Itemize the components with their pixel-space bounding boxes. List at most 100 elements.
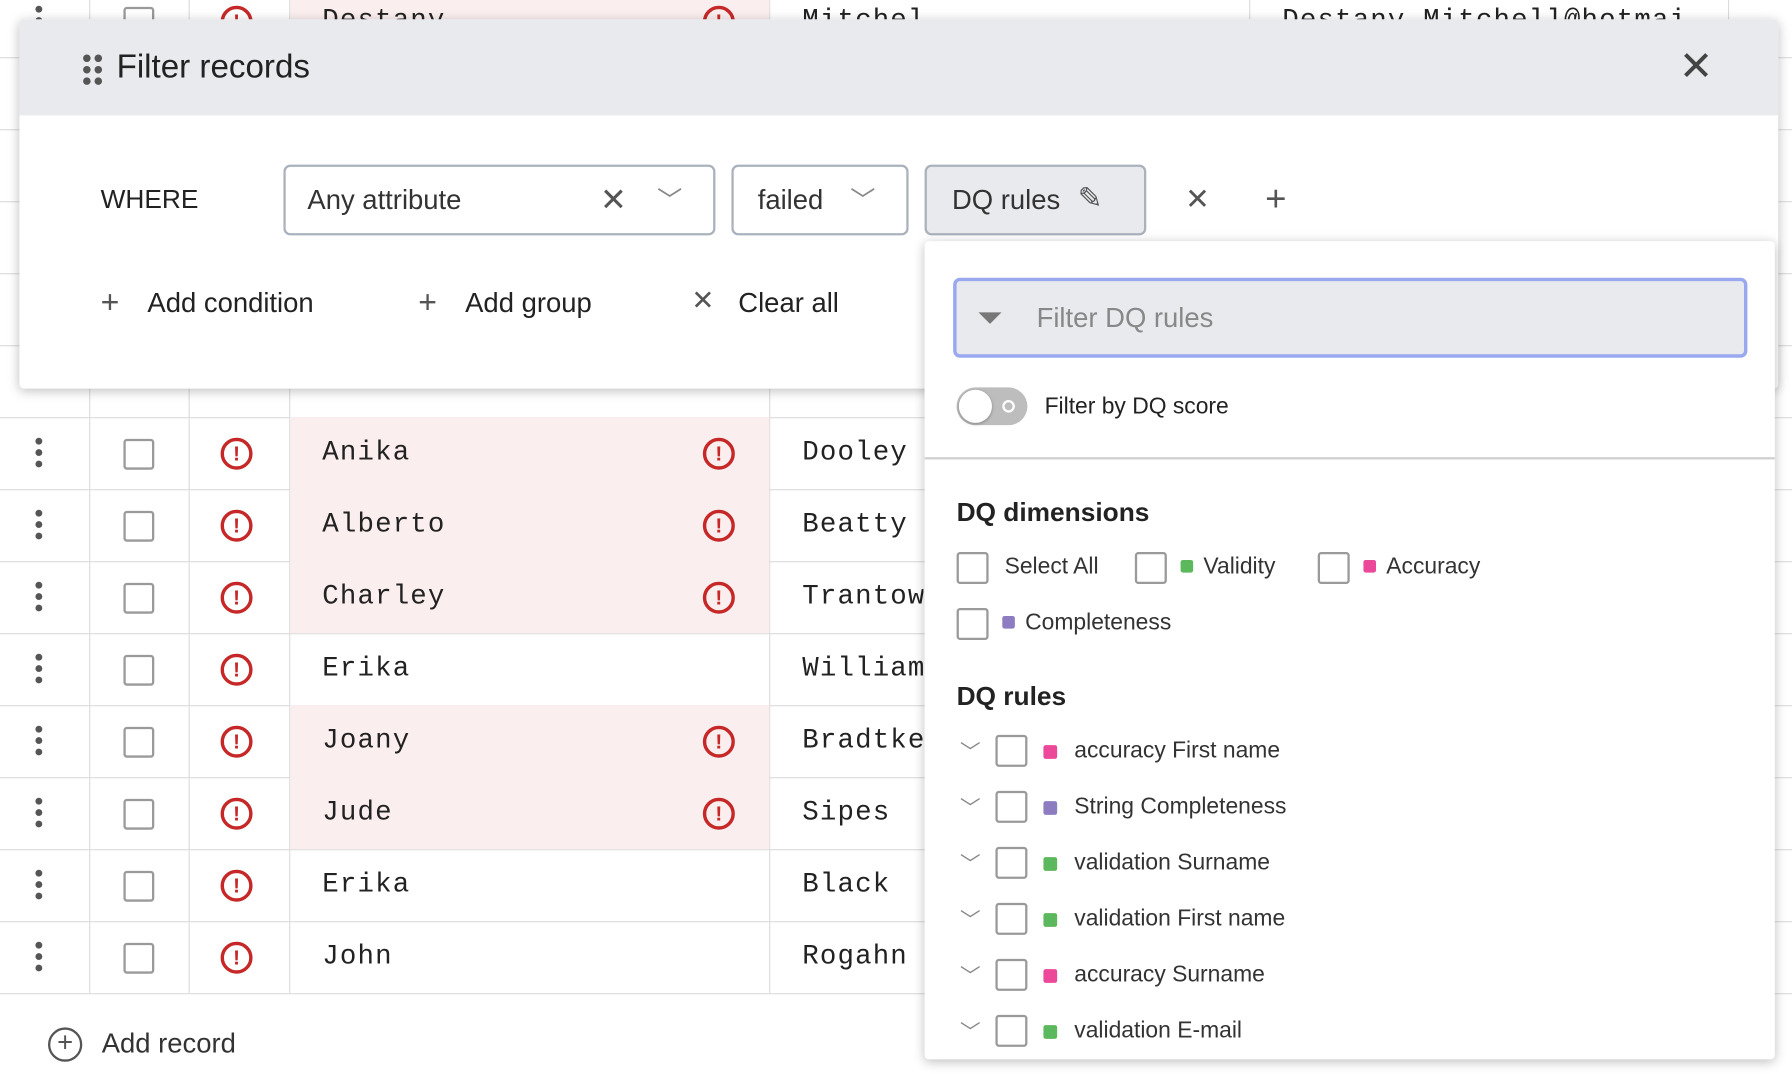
row-checkbox[interactable] <box>123 582 154 613</box>
value-text: DQ rules <box>952 185 1060 217</box>
divider <box>925 457 1775 459</box>
last-name: Dooley <box>802 437 923 468</box>
cell-error-icon: ! <box>703 725 735 757</box>
last-name: Beatty <box>802 509 923 540</box>
color-swatch <box>1043 745 1057 759</box>
action-icon[interactable]: + <box>101 285 120 322</box>
rule-label[interactable]: String Completeness <box>1074 794 1286 820</box>
rule-label[interactable]: accuracy Surname <box>1074 962 1265 988</box>
last-name: Sipes <box>802 797 923 828</box>
dimension-checkbox[interactable] <box>957 552 989 584</box>
add-icon[interactable]: + <box>48 1027 82 1061</box>
color-swatch <box>1043 857 1057 871</box>
dimension-checkbox[interactable] <box>1135 552 1167 584</box>
cell-error-icon: ! <box>703 581 735 613</box>
row-menu[interactable] <box>35 797 42 831</box>
operator-value: failed <box>758 185 824 217</box>
row-menu[interactable] <box>35 581 42 615</box>
rule-label[interactable]: validation First name <box>1074 906 1285 932</box>
row-menu[interactable] <box>35 437 42 471</box>
add-inline[interactable]: + <box>1265 177 1286 219</box>
row-checkbox[interactable] <box>123 438 154 469</box>
dimension-checkbox[interactable] <box>1318 552 1350 584</box>
rule-checkbox[interactable] <box>995 847 1027 879</box>
close-button[interactable]: ✕ <box>1679 42 1713 90</box>
action-button[interactable]: Add group <box>465 288 592 320</box>
row-error-icon: ! <box>221 941 253 973</box>
last-name: Trantow <box>802 581 923 612</box>
row-checkbox[interactable] <box>123 870 154 901</box>
edit-icon: ✎ <box>1078 181 1103 216</box>
row-checkbox[interactable] <box>123 942 154 973</box>
last-name: Rogahn <box>802 941 923 972</box>
clear-icon[interactable]: ✕ <box>600 181 627 219</box>
row-error-icon: ! <box>221 797 253 829</box>
action-icon[interactable]: ✕ <box>691 285 714 318</box>
rule-checkbox[interactable] <box>995 735 1027 767</box>
dimension-label[interactable]: Select All <box>1005 554 1099 580</box>
expand-chevron[interactable]: ﹀ <box>960 848 981 878</box>
row-checkbox[interactable] <box>123 510 154 541</box>
rule-label[interactable]: validation Surname <box>1074 850 1270 876</box>
dimension-label[interactable]: Accuracy <box>1363 554 1480 580</box>
expand-chevron[interactable]: ﹀ <box>960 1016 981 1046</box>
row-menu[interactable] <box>35 869 42 903</box>
dq-popup: ⏷ Filter DQ rules Filter by DQ score DQ … <box>925 241 1775 1059</box>
row-menu[interactable] <box>35 653 42 687</box>
first-name: Erika <box>322 869 410 900</box>
modal-title: Filter records <box>117 49 310 87</box>
last-name: Bradtke <box>802 725 923 756</box>
dimension-label[interactable]: Completeness <box>1002 610 1171 636</box>
operator-select[interactable]: failed ﹀ <box>731 165 908 236</box>
first-name: Erika <box>322 653 410 684</box>
filter-icon: ⏷ <box>977 299 1003 337</box>
color-swatch <box>1043 1025 1057 1039</box>
first-name: Jude <box>322 797 392 828</box>
add-record[interactable]: Add record <box>102 1029 236 1061</box>
row-error-icon: ! <box>221 869 253 901</box>
toggle[interactable] <box>957 387 1028 425</box>
dimension-label[interactable]: Validity <box>1181 554 1276 580</box>
label-text: Validity <box>1203 554 1275 579</box>
expand-chevron[interactable]: ﹀ <box>960 792 981 822</box>
first-name: Charley <box>322 581 445 612</box>
expand-chevron[interactable]: ﹀ <box>960 960 981 990</box>
rule-checkbox[interactable] <box>995 903 1027 935</box>
rule-label[interactable]: validation E-mail <box>1074 1018 1242 1044</box>
color-swatch <box>1043 969 1057 983</box>
rule-checkbox[interactable] <box>995 1015 1027 1047</box>
where-label: WHERE <box>101 184 199 215</box>
action-button[interactable]: Add condition <box>147 288 313 320</box>
rule-checkbox[interactable] <box>995 791 1027 823</box>
color-swatch <box>1363 560 1376 573</box>
row-checkbox[interactable] <box>123 798 154 829</box>
dimension-checkbox[interactable] <box>957 608 989 640</box>
action-button[interactable]: Clear all <box>738 288 839 320</box>
row-checkbox[interactable] <box>123 726 154 757</box>
rule-checkbox[interactable] <box>995 959 1027 991</box>
last-name: Black <box>802 869 923 900</box>
row-menu[interactable] <box>35 941 42 975</box>
value-select[interactable]: DQ rules ✎ <box>925 165 1147 236</box>
attribute-select[interactable]: Any attribute ✕ ﹀ <box>283 165 715 236</box>
cell-error-icon: ! <box>703 509 735 541</box>
remove-condition[interactable]: ✕ <box>1185 182 1210 217</box>
label-text: Accuracy <box>1386 554 1480 579</box>
first-name: John <box>322 941 392 972</box>
drag-handle[interactable] <box>82 54 105 86</box>
expand-chevron[interactable]: ﹀ <box>960 736 981 766</box>
row-menu[interactable] <box>35 509 42 543</box>
row-checkbox[interactable] <box>123 654 154 685</box>
action-icon[interactable]: + <box>418 285 437 322</box>
label-text: Select All <box>1005 554 1099 579</box>
cell-error-icon: ! <box>703 797 735 829</box>
first-name: Joany <box>322 725 410 756</box>
search-input[interactable]: ⏷ Filter DQ rules <box>953 278 1747 358</box>
expand-chevron[interactable]: ﹀ <box>960 904 981 934</box>
chevron: ﹀ <box>850 181 875 218</box>
rule-label[interactable]: accuracy First name <box>1074 738 1280 764</box>
search-placeholder: Filter DQ rules <box>1037 303 1214 335</box>
last-name: Williams <box>802 653 923 684</box>
row-menu[interactable] <box>35 725 42 759</box>
